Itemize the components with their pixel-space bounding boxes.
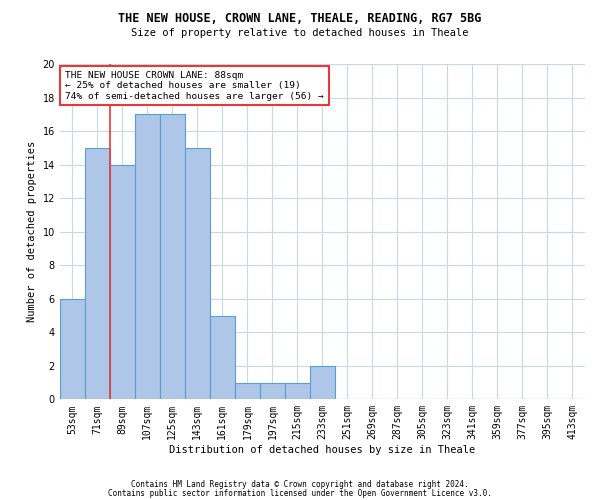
Bar [235, 382, 260, 400]
Bar [185, 148, 210, 400]
Text: Contains public sector information licensed under the Open Government Licence v3: Contains public sector information licen… [108, 488, 492, 498]
Bar [285, 382, 310, 400]
Bar [85, 148, 110, 400]
Bar [135, 114, 160, 400]
Text: Size of property relative to detached houses in Theale: Size of property relative to detached ho… [131, 28, 469, 38]
Bar [60, 298, 85, 400]
Text: Contains HM Land Registry data © Crown copyright and database right 2024.: Contains HM Land Registry data © Crown c… [131, 480, 469, 489]
Bar [210, 316, 235, 400]
Bar [260, 382, 285, 400]
Bar [310, 366, 335, 400]
Y-axis label: Number of detached properties: Number of detached properties [27, 141, 37, 322]
Bar [110, 164, 135, 400]
Bar [160, 114, 185, 400]
X-axis label: Distribution of detached houses by size in Theale: Distribution of detached houses by size … [169, 445, 476, 455]
Text: THE NEW HOUSE, CROWN LANE, THEALE, READING, RG7 5BG: THE NEW HOUSE, CROWN LANE, THEALE, READI… [118, 12, 482, 26]
Text: THE NEW HOUSE CROWN LANE: 88sqm
← 25% of detached houses are smaller (19)
74% of: THE NEW HOUSE CROWN LANE: 88sqm ← 25% of… [65, 70, 324, 101]
